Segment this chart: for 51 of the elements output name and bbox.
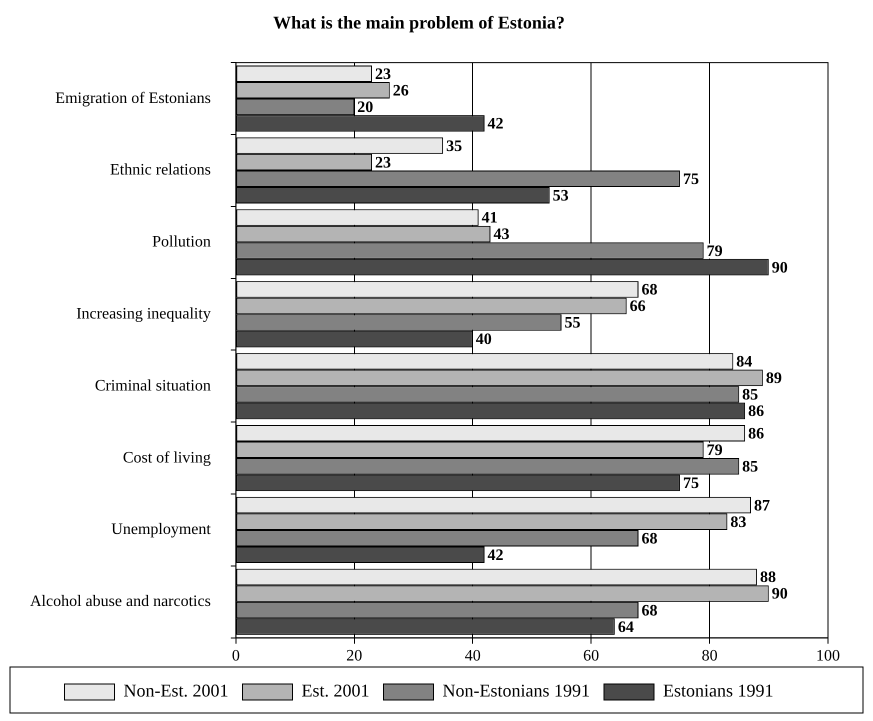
y-tick-label: Cost of living: [122, 449, 211, 466]
data-label: 79: [706, 242, 723, 260]
x-tick-label: 0: [232, 648, 240, 665]
data-label: 85: [742, 458, 758, 476]
data-label: 75: [682, 170, 699, 188]
data-label: 42: [488, 546, 504, 564]
data-label: 86: [748, 425, 764, 442]
data-label: 55: [564, 314, 581, 332]
data-label: 84: [736, 353, 752, 370]
x-tick-label: 20: [346, 648, 362, 665]
data-label: 26: [392, 82, 409, 100]
legend-label: Est. 2001: [302, 680, 370, 701]
data-label: 68: [642, 282, 658, 299]
x-tick-label: 100: [816, 648, 840, 665]
y-tick-label: Criminal situation: [94, 377, 211, 394]
data-label: 20: [357, 98, 374, 116]
legend-label: Estonians 1991: [662, 680, 774, 701]
y-tick-label: Increasing inequality: [76, 305, 211, 322]
legend-label: Non-Estonians 1991: [442, 680, 590, 701]
legend-label: Non-Est. 2001: [124, 680, 229, 701]
data-label: 43: [493, 226, 510, 244]
y-tick-label: Ethnic relations: [110, 162, 211, 179]
x-tick-label: 40: [464, 648, 481, 665]
chart-title: What is the main problem of Estonia?: [273, 12, 565, 32]
data-label: 87: [754, 497, 770, 514]
x-tick-label: 80: [702, 648, 718, 665]
data-label: 23: [375, 154, 392, 172]
data-label: 68: [642, 530, 658, 548]
data-label: 89: [766, 370, 782, 388]
data-label: 68: [642, 602, 658, 620]
data-label: 41: [482, 210, 498, 227]
data-label: 75: [682, 474, 699, 492]
data-label: 83: [730, 514, 746, 531]
y-tick-label: Alcohol abuse and narcotics: [30, 593, 211, 610]
data-label: 86: [748, 403, 764, 420]
data-label: 90: [772, 259, 788, 276]
data-label: 88: [760, 569, 776, 586]
data-label: 40: [476, 331, 492, 348]
data-label: 42: [488, 115, 504, 132]
data-label: 23: [375, 66, 392, 83]
data-label: 53: [552, 187, 569, 204]
data-label: 35: [446, 138, 462, 155]
data-label: 64: [618, 618, 634, 636]
data-label: 79: [706, 442, 723, 459]
y-tick-label: Emigration of Estonians: [55, 90, 211, 107]
y-tick-label: Pollution: [152, 234, 211, 251]
data-label: 90: [772, 586, 788, 603]
data-label: 66: [630, 298, 646, 316]
data-label: 85: [742, 386, 758, 404]
x-tick-label: 60: [583, 648, 600, 665]
y-tick-label: Unemployment: [111, 521, 212, 538]
